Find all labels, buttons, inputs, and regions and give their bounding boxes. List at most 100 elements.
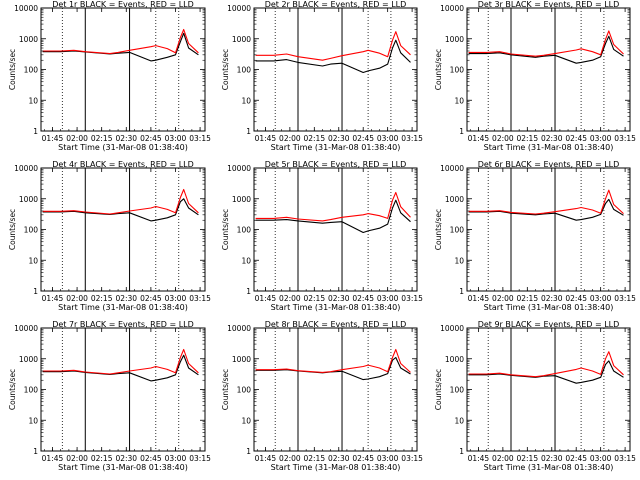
plot-frame — [253, 327, 418, 452]
x-tick-label: 02:00 — [279, 134, 301, 143]
events-series-line — [42, 32, 199, 62]
events-series-line — [255, 39, 411, 74]
events-series-line — [42, 354, 199, 382]
plot-frame — [40, 327, 206, 452]
x-tick-label: 02:00 — [492, 134, 514, 143]
x-tick-label: 03:15 — [614, 454, 636, 463]
x-tick-label: 03:15 — [401, 454, 423, 463]
x-tick-label: 02:00 — [279, 454, 301, 463]
y-tick-label: 10000 — [440, 4, 464, 13]
x-tick-label: 02:15 — [516, 294, 538, 303]
detector-panel: 1 10 100 1000 10000 01:45 02:00 02:15 02:30 02:45… — [8, 320, 211, 472]
x-tick-label: 03:15 — [401, 294, 423, 303]
y-tick-label: 100 — [237, 386, 252, 395]
lld-series-line — [42, 188, 199, 215]
x-tick-label: 03:15 — [401, 134, 423, 143]
y-axis-label: Counts/sec — [434, 49, 443, 90]
x-tick-label: 01:45 — [42, 454, 64, 463]
x-axis-label: Start Time (31-Mar-08 01:38:40) — [58, 303, 188, 312]
x-tick-label: 02:30 — [328, 134, 350, 143]
plot-frame — [40, 167, 206, 292]
x-tick-label: 01:45 — [255, 294, 277, 303]
detector-panel: 1 10 100 1000 10000 01:45 02:00 02:15 02:30 02:45… — [221, 320, 423, 472]
x-tick-label: 03:15 — [189, 454, 211, 463]
x-tick-label: 01:45 — [468, 294, 490, 303]
y-axis-label: Counts/sec — [8, 49, 17, 90]
x-tick-label: 02:15 — [516, 454, 538, 463]
x-tick-label: 01:45 — [42, 294, 64, 303]
y-tick-label: 100 — [237, 66, 252, 75]
panel-title: Det 7r BLACK = Events, RED = LLD — [52, 320, 194, 329]
panel-title: Det 8r BLACK = Events, RED = LLD — [265, 320, 407, 329]
y-axis-label: Counts/sec — [434, 369, 443, 410]
detector-panel: 1 10 100 1000 10000 01:45 02:00 02:15 02:30 02:45… — [8, 160, 211, 312]
y-tick-label: 1000 — [19, 195, 38, 204]
x-axis-label: Start Time (31-Mar-08 01:38:40) — [484, 143, 614, 152]
x-axis-label: Start Time (31-Mar-08 01:38:40) — [484, 463, 614, 472]
x-axis-label: Start Time (31-Mar-08 01:38:40) — [58, 143, 188, 152]
events-series-line — [255, 356, 411, 381]
x-tick-label: 02:00 — [66, 454, 88, 463]
x-tick-label: 02:00 — [279, 294, 301, 303]
lld-series-line — [42, 28, 199, 55]
y-tick-label: 10000 — [227, 4, 251, 13]
x-tick-label: 02:45 — [352, 454, 374, 463]
x-tick-label: 03:15 — [614, 134, 636, 143]
panel-title: Det 4r BLACK = Events, RED = LLD — [52, 160, 194, 169]
x-tick-label: 01:45 — [255, 454, 277, 463]
x-tick-label: 02:30 — [541, 134, 563, 143]
y-tick-label: 10000 — [14, 4, 38, 13]
y-axis-label: Counts/sec — [8, 209, 17, 250]
x-tick-label: 01:45 — [468, 454, 490, 463]
x-tick-label: 03:00 — [165, 454, 187, 463]
x-tick-label: 03:00 — [590, 454, 612, 463]
x-axis-label: Start Time (31-Mar-08 01:38:40) — [484, 303, 614, 312]
detector-panel: 1 10 100 1000 10000 01:45 02:00 02:15 02:30 02:45… — [434, 160, 636, 312]
y-tick-label: 10 — [28, 256, 38, 265]
y-tick-label: 1000 — [232, 35, 251, 44]
x-tick-label: 02:30 — [541, 454, 563, 463]
panel-title: Det 3r BLACK = Events, RED = LLD — [478, 0, 620, 9]
y-tick-label: 1 — [246, 287, 251, 296]
lld-series-line — [42, 348, 199, 375]
y-tick-label: 10 — [454, 96, 464, 105]
y-tick-label: 10000 — [14, 324, 38, 333]
x-tick-label: 03:00 — [377, 454, 399, 463]
x-tick-label: 02:30 — [115, 294, 137, 303]
y-tick-label: 10000 — [227, 164, 251, 173]
x-tick-label: 03:15 — [189, 294, 211, 303]
events-series-line — [468, 35, 624, 64]
plot-frame — [466, 7, 631, 132]
y-tick-label: 1000 — [19, 35, 38, 44]
y-tick-label: 1000 — [232, 355, 251, 364]
lld-series-line — [255, 348, 411, 373]
panel-title: Det 9r BLACK = Events, RED = LLD — [478, 320, 620, 329]
y-tick-label: 1000 — [445, 195, 464, 204]
x-tick-label: 02:30 — [115, 134, 137, 143]
x-tick-label: 01:45 — [255, 134, 277, 143]
x-tick-label: 02:15 — [303, 134, 325, 143]
x-tick-label: 02:00 — [66, 294, 88, 303]
y-tick-label: 100 — [24, 226, 39, 235]
x-tick-label: 02:15 — [91, 454, 113, 463]
detector-panel: 1 10 100 1000 10000 01:45 02:00 02:15 02:30 02:45… — [221, 0, 423, 152]
y-tick-label: 1 — [33, 447, 38, 456]
y-tick-label: 1000 — [445, 355, 464, 364]
x-tick-label: 03:15 — [189, 134, 211, 143]
plot-frame — [253, 7, 418, 132]
y-axis-label: Counts/sec — [221, 49, 230, 90]
x-tick-label: 03:00 — [590, 134, 612, 143]
x-tick-label: 03:00 — [165, 294, 187, 303]
events-series-line — [468, 198, 624, 221]
x-axis-label: Start Time (31-Mar-08 01:38:40) — [271, 463, 401, 472]
y-tick-label: 10000 — [227, 324, 251, 333]
detector-panel: 1 10 100 1000 10000 01:45 02:00 02:15 02:30 02:45… — [434, 320, 636, 472]
y-tick-label: 10000 — [440, 324, 464, 333]
x-tick-label: 01:45 — [468, 134, 490, 143]
x-tick-label: 02:30 — [328, 294, 350, 303]
y-tick-label: 1000 — [445, 35, 464, 44]
plot-frame — [466, 167, 631, 292]
y-tick-label: 10 — [454, 416, 464, 425]
x-tick-label: 03:00 — [377, 294, 399, 303]
events-series-line — [255, 199, 411, 234]
